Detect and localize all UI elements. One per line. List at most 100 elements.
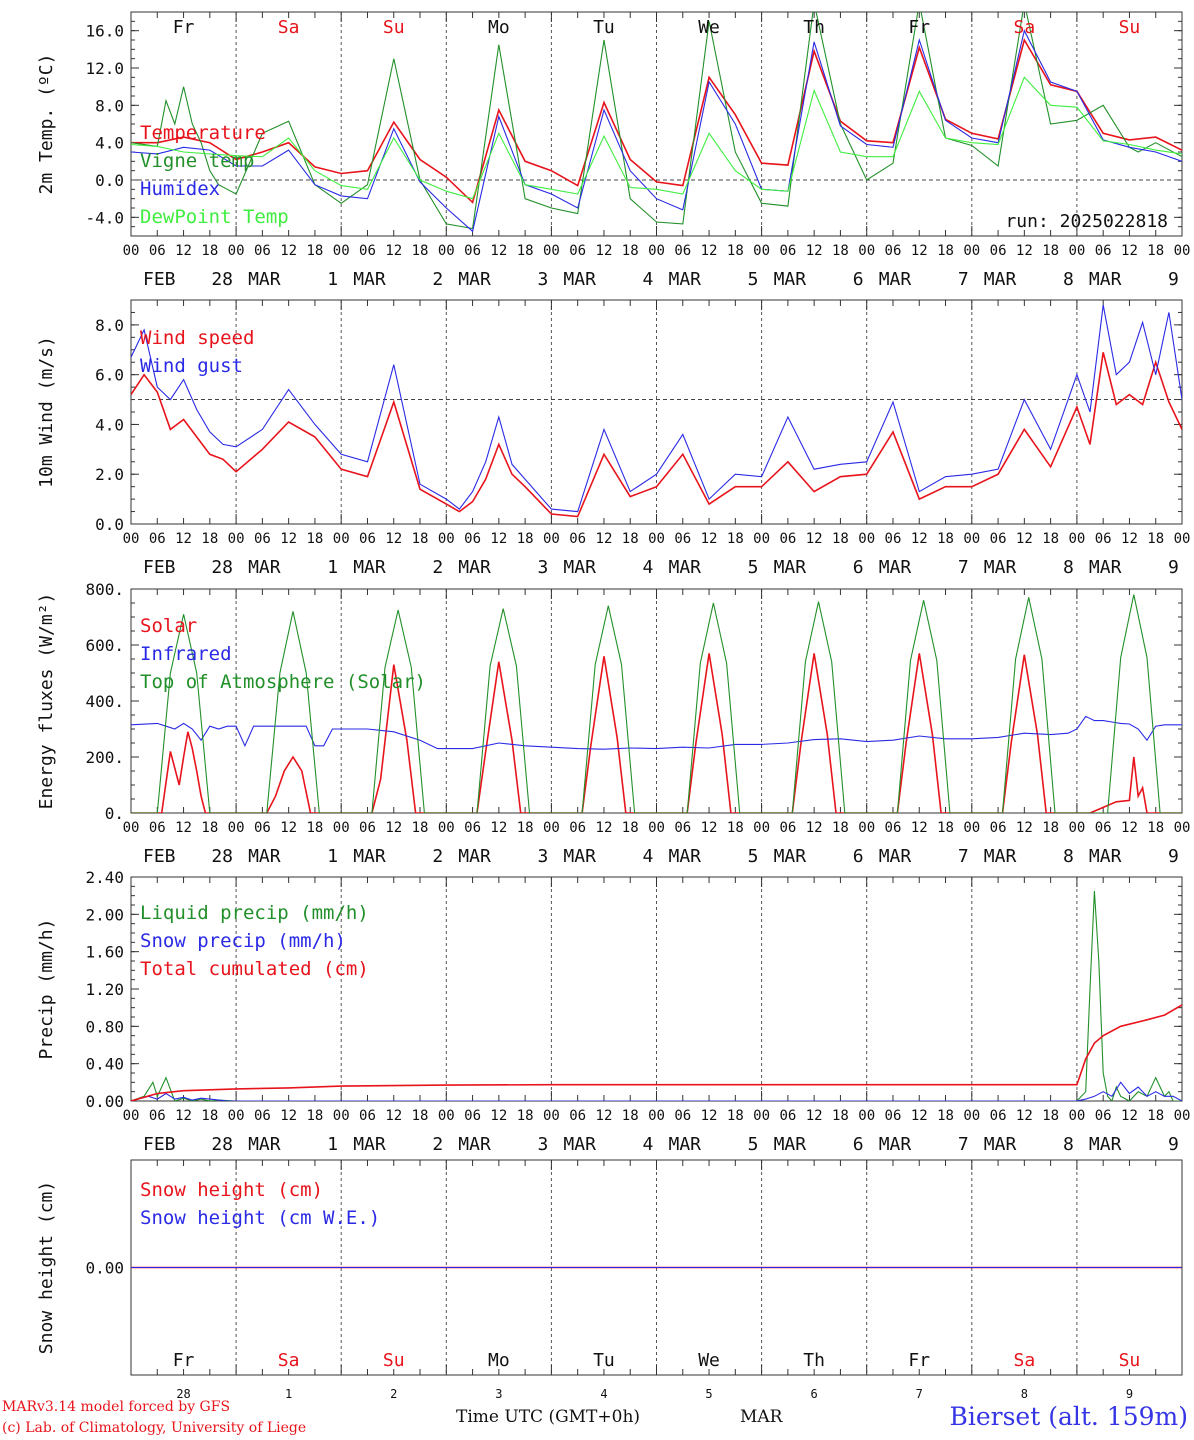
date-day-label: 1 — [327, 846, 338, 867]
date-month-label: MAR — [458, 557, 491, 578]
date-month-label: MAR — [563, 269, 596, 290]
legend-entry: DewPoint Temp — [140, 206, 289, 228]
series-snow-precip-mm-h- — [131, 1081, 1182, 1101]
hour-label: 12 — [701, 1108, 718, 1124]
weekday-label: We — [698, 17, 720, 38]
y-axis-title: Energy fluxes (W/m²) — [36, 593, 57, 810]
series-vigne-temp — [131, 12, 1182, 230]
hour-label: 18 — [937, 531, 954, 547]
run-label: run: 2025022818 — [1005, 211, 1168, 232]
hour-label: 00 — [333, 243, 350, 259]
hour-label: 18 — [306, 1108, 323, 1124]
hour-label: 06 — [149, 820, 166, 836]
date-month-label: MAR — [248, 269, 281, 290]
date-month-label: FEB — [143, 846, 176, 867]
date-month-label: MAR — [458, 269, 491, 290]
y-tick-label: 6.0 — [95, 366, 124, 385]
date-day-label: 1 — [327, 269, 338, 290]
hour-label: 06 — [569, 1108, 586, 1124]
hour-label: 12 — [1121, 1108, 1138, 1124]
y-tick-label: 1.20 — [85, 980, 124, 999]
y-tick-label: 200. — [85, 748, 124, 767]
panel-temperature: -4.0 0.0 4.0 8.0 12.0 16.0 2m Temp. (ºC) Temper… — [36, 11, 1190, 290]
hour-label: 18 — [517, 1108, 534, 1124]
y-tick-label: 16.0 — [85, 22, 124, 41]
hour-label: 18 — [306, 531, 323, 547]
hour-label: 00 — [228, 531, 245, 547]
panel-fluxes: 0. 200. 400. 600. 800. Energy fluxes (W/m²) So… — [36, 580, 1190, 867]
hour-label: 12 — [806, 531, 823, 547]
legend-entry: Snow precip (mm/h) — [140, 930, 346, 952]
hour-label: 12 — [280, 531, 297, 547]
hour-label: 06 — [149, 1108, 166, 1124]
y-tick-label: 0.00 — [85, 1092, 124, 1111]
hour-label: 12 — [385, 243, 402, 259]
bottom-daynum-label: 7 — [916, 1387, 923, 1401]
hour-label: 12 — [490, 243, 507, 259]
hour-label: 06 — [1095, 1108, 1112, 1124]
date-day-label: 4 — [643, 846, 654, 867]
hour-label: 18 — [622, 1108, 639, 1124]
weekday-label: Fr — [173, 17, 195, 38]
hour-label: 00 — [333, 531, 350, 547]
hour-label: 12 — [175, 1108, 192, 1124]
y-tick-label: -4.0 — [85, 208, 124, 227]
series-wind-speed — [131, 352, 1182, 518]
date-day-label: 5 — [748, 846, 759, 867]
hour-label: 12 — [911, 243, 928, 259]
hour-label: 18 — [727, 531, 744, 547]
date-day-label: 5 — [748, 1134, 759, 1155]
y-tick-label: 0.80 — [85, 1017, 124, 1036]
legend-entry: Wind speed — [140, 327, 254, 349]
hour-label: 18 — [201, 243, 218, 259]
series-top-of-atmosphere-solar- — [131, 594, 1182, 813]
hour-label: 12 — [385, 820, 402, 836]
hour-label: 18 — [517, 820, 534, 836]
hour-label: 06 — [254, 1108, 271, 1124]
hour-label: 12 — [911, 820, 928, 836]
date-day-label: 9 — [1168, 1134, 1179, 1155]
hour-label: 18 — [1042, 820, 1059, 836]
legend-entry: Total cumulated (cm) — [140, 958, 369, 980]
hour-label: 00 — [543, 820, 560, 836]
date-day-label: 6 — [853, 1134, 864, 1155]
hour-label: 00 — [648, 820, 665, 836]
hour-label: 00 — [123, 531, 140, 547]
bottom-daynum-label: 6 — [811, 1387, 818, 1401]
hour-label: 00 — [543, 531, 560, 547]
legend-entry: Snow height (cm W.E.) — [140, 1207, 380, 1229]
hour-label: 18 — [832, 1108, 849, 1124]
hour-label: 00 — [228, 820, 245, 836]
hour-label: 00 — [438, 1108, 455, 1124]
hour-label: 00 — [1068, 243, 1085, 259]
y-axis-title: Precip (mm/h) — [36, 919, 57, 1060]
hour-label: 00 — [543, 1108, 560, 1124]
bottom-weekday-label: Su — [383, 1350, 405, 1371]
hour-label: 12 — [175, 531, 192, 547]
date-month-label: MAR — [984, 1134, 1017, 1155]
date-day-label: 8 — [1063, 1134, 1074, 1155]
date-day-label: 3 — [537, 846, 548, 867]
weekday-label: Sa — [1014, 17, 1036, 38]
hour-label: 18 — [727, 243, 744, 259]
date-month-label: MAR — [353, 269, 386, 290]
hour-label: 06 — [464, 820, 481, 836]
hour-label: 00 — [1174, 1108, 1191, 1124]
date-day-label: 3 — [537, 269, 548, 290]
date-day-label: 7 — [958, 1134, 969, 1155]
bottom-daynum-label: 3 — [495, 1387, 502, 1401]
hour-label: 06 — [1095, 820, 1112, 836]
hour-label: 00 — [858, 243, 875, 259]
bottom-weekday-label: Th — [803, 1350, 825, 1371]
date-month-label: MAR — [879, 846, 912, 867]
hour-label: 06 — [674, 1108, 691, 1124]
bottom-weekday-label: We — [698, 1350, 720, 1371]
date-month-label: MAR — [458, 1134, 491, 1155]
hour-label: 18 — [832, 531, 849, 547]
hour-label: 00 — [753, 531, 770, 547]
date-month-label: MAR — [879, 557, 912, 578]
hour-label: 18 — [1147, 531, 1164, 547]
hour-label: 18 — [201, 531, 218, 547]
hour-label: 06 — [254, 820, 271, 836]
legend-entry: Wind gust — [140, 355, 243, 377]
